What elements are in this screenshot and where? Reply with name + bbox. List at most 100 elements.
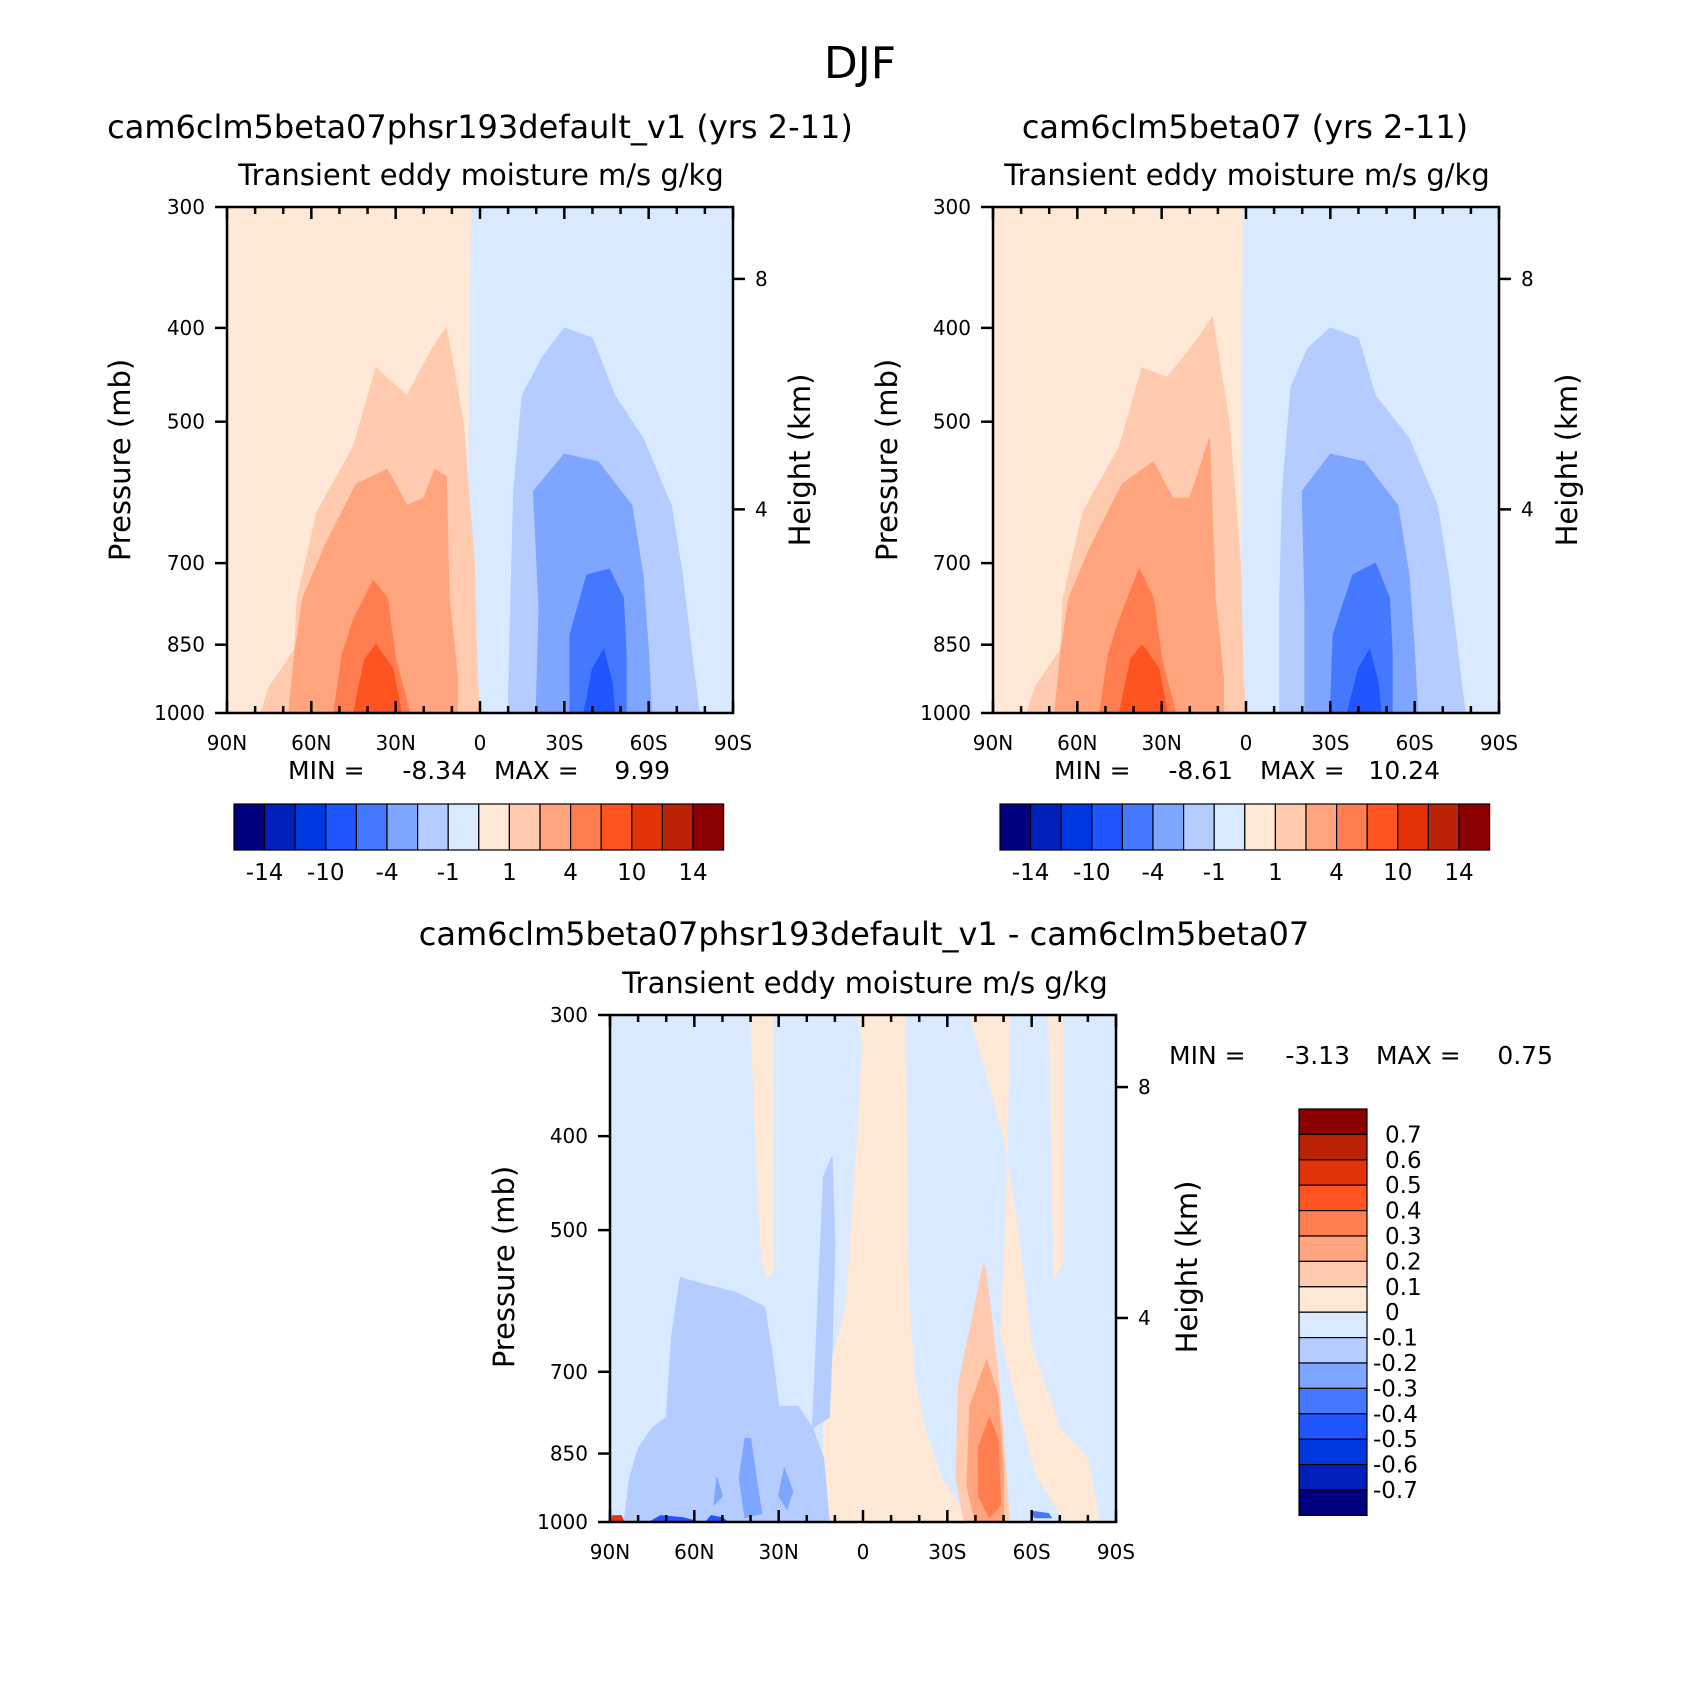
colorbar-cell xyxy=(1298,1184,1368,1212)
y-tick-label: 700 xyxy=(933,551,971,575)
colorbar-label: 0.3 xyxy=(1385,1224,1422,1250)
max-value: 9.99 xyxy=(614,756,670,785)
colorbar-label: -0.3 xyxy=(1373,1376,1418,1402)
x-tick-label: 0 xyxy=(474,731,487,755)
colorbar-label: -0.6 xyxy=(1373,1453,1418,1479)
colorbar-label: -1 xyxy=(1203,860,1226,886)
contour-region-13 xyxy=(648,1515,701,1522)
y-tick-label: 850 xyxy=(933,633,971,657)
max-value: 10.24 xyxy=(1368,756,1440,785)
x-tick-label: 90N xyxy=(973,731,1013,755)
colorbar-cell xyxy=(447,803,480,851)
colorbar-label: -0.7 xyxy=(1373,1478,1418,1504)
panel-title: cam6clm5beta07phsr193default_v1 (yrs 2-1… xyxy=(107,108,853,146)
colorbar-cell xyxy=(1244,803,1277,851)
colorbar: -14 -10 -4 -1 1 4 10 14 xyxy=(999,803,1491,886)
colorbar-cell xyxy=(569,803,602,851)
colorbar: -14 -10 -4 -1 1 4 10 14 xyxy=(233,803,725,886)
y-axis-label: Pressure (mb) xyxy=(870,359,904,561)
colorbar-label: 10 xyxy=(1383,860,1412,886)
colorbar-cell xyxy=(631,803,663,851)
max-value: 0.75 xyxy=(1497,1041,1553,1070)
x-tick-label: 30N xyxy=(375,731,415,755)
colorbar-cell xyxy=(1397,803,1430,851)
colorbar-cell xyxy=(600,803,633,851)
colorbar-label: 1 xyxy=(1268,860,1283,886)
min-label: MIN = xyxy=(1054,756,1131,785)
contour-region-3 xyxy=(969,1015,1100,1522)
x-tick-label: 90N xyxy=(590,1540,630,1564)
x-tick-label: 30N xyxy=(1141,731,1181,755)
contour-region-2 xyxy=(823,1015,965,1522)
colorbar-cell xyxy=(1274,803,1307,851)
colorbar-label: -0.5 xyxy=(1373,1427,1418,1453)
x-tick-label: 60N xyxy=(674,1540,714,1564)
x-tick-label: 60S xyxy=(1013,1540,1051,1564)
colorbar-cell xyxy=(1298,1489,1368,1516)
colorbar-cell xyxy=(386,803,419,851)
x-tick-label: 90N xyxy=(207,731,247,755)
colorbar-label: 0.7 xyxy=(1385,1122,1422,1148)
colorbar-label: -10 xyxy=(1073,860,1111,886)
y-tick-label: 850 xyxy=(167,633,205,657)
colorbar-cell xyxy=(264,803,296,851)
axes: 90N 60N 30N 0 30S 60S 90S 300 400 500 700 850 1000 8 4 xyxy=(154,195,768,755)
colorbar-cell xyxy=(1298,1438,1368,1466)
x-tick-label: 90S xyxy=(1097,1540,1135,1564)
y-tick-label: 300 xyxy=(167,195,205,219)
min-value: -8.61 xyxy=(1168,756,1233,785)
colorbar-cell xyxy=(1091,803,1124,851)
panel-title: cam6clm5beta07 (yrs 2-11) xyxy=(1022,108,1468,146)
colorbar-cell xyxy=(1427,803,1460,851)
colorbar-cell xyxy=(1298,1260,1368,1288)
colorbar-cell xyxy=(1298,1133,1368,1161)
panel-difference: cam6clm5beta07phsr193default_v1 - cam6cl… xyxy=(419,915,1553,1564)
y-tick-label: 700 xyxy=(550,1360,588,1384)
colorbar-cell xyxy=(1298,1413,1368,1440)
contour-region-8 xyxy=(623,1277,830,1522)
colorbar-cell xyxy=(1298,1336,1368,1364)
plot-area xyxy=(610,1015,1116,1522)
colorbar-cell xyxy=(1152,803,1185,851)
colorbar-label: 14 xyxy=(678,860,707,886)
colorbar-cell xyxy=(508,803,541,851)
x-tick-label: 0 xyxy=(1240,731,1253,755)
colorbar-label: -0.1 xyxy=(1373,1326,1418,1352)
min-value: -3.13 xyxy=(1285,1041,1350,1070)
y-tick-label: 500 xyxy=(933,410,971,434)
colorbar-cell xyxy=(1458,803,1491,851)
contour-region-1 xyxy=(750,1015,774,1279)
x-tick-label: 0 xyxy=(857,1540,870,1564)
x-tick-label: 60N xyxy=(291,731,331,755)
x-tick-label: 60S xyxy=(630,731,668,755)
y2-axis-label: Height (km) xyxy=(1170,1181,1204,1354)
x-tick-label: 30S xyxy=(928,1540,966,1564)
y-tick-label: 500 xyxy=(167,410,205,434)
x-tick-label: 30S xyxy=(1311,731,1349,755)
y-tick-label: 400 xyxy=(550,1124,588,1148)
contour-region-11 xyxy=(778,1466,794,1511)
y-tick-label: 300 xyxy=(550,1003,588,1027)
y2-tick-label: 4 xyxy=(755,497,768,521)
contour-region-12 xyxy=(713,1477,723,1507)
colorbar-label: 0.5 xyxy=(1385,1173,1422,1199)
y-tick-label: 1000 xyxy=(537,1510,588,1534)
colorbar-cell xyxy=(1335,803,1368,851)
axes: 90N 60N 30N 0 30S 60S 90S 300 400 500 700 850 1000 8 4 xyxy=(537,1003,1151,1564)
y2-tick-label: 4 xyxy=(1138,1306,1151,1330)
colorbar-label: -10 xyxy=(307,860,345,886)
colorbar-label: -14 xyxy=(1012,860,1050,886)
contour-region-7 xyxy=(977,1415,1002,1519)
colorbar-cell xyxy=(294,803,327,851)
x-tick-label: 30S xyxy=(545,731,583,755)
max-label: MAX = xyxy=(1376,1041,1461,1070)
colorbar-cell xyxy=(325,803,357,851)
min-label: MIN = xyxy=(288,756,365,785)
colorbar-label: -14 xyxy=(246,860,284,886)
contour-region-4 xyxy=(1047,1015,1064,1280)
colorbar-label: 1 xyxy=(502,860,517,886)
x-tick-label: 90S xyxy=(714,731,752,755)
panel-subtitle: Transient eddy moisture m/s g/kg xyxy=(237,158,724,192)
colorbar-label: 0 xyxy=(1385,1300,1400,1326)
